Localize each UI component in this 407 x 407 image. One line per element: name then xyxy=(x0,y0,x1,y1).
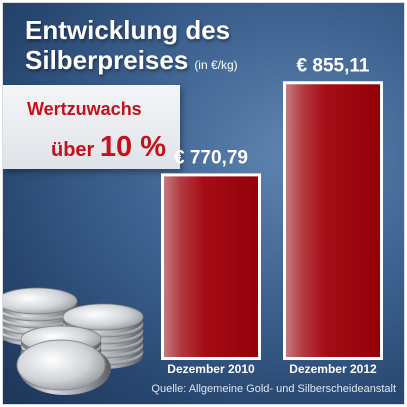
category-label-1: Dezember 2010 xyxy=(167,362,255,376)
coin-face xyxy=(62,303,144,331)
value-label-2: € 855,11 xyxy=(297,55,370,76)
badge-prefix: über xyxy=(51,139,95,161)
chart-title-text: Silberpreises xyxy=(25,45,189,75)
bar-1 xyxy=(164,176,258,357)
category-label-2: Dezember 2012 xyxy=(289,362,377,376)
coin-face xyxy=(16,339,106,391)
coin-face xyxy=(3,287,78,315)
value-label-1: € 770,79 xyxy=(174,147,248,168)
bar-2 xyxy=(286,84,380,357)
source-note: Quelle: Allgemeine Gold- und Silberschei… xyxy=(151,383,396,395)
bar-chart: € 770,79 Dezember 2010 € 855,11 Dezember 20… xyxy=(161,55,383,376)
value-gain-badge: Wertzuwachs über 10 % xyxy=(3,85,180,169)
chart-title-line1: Entwicklung des xyxy=(25,15,231,45)
badge-label: Wertzuwachs xyxy=(27,99,142,119)
silver-coins-illustration xyxy=(3,287,144,395)
unit-label: (in €/kg) xyxy=(194,58,238,72)
badge-percentage: 10 % xyxy=(99,131,167,163)
chart-title-line2: Silberpreises (in €/kg) xyxy=(25,45,238,76)
badge-value-line: über 10 % xyxy=(51,131,166,164)
